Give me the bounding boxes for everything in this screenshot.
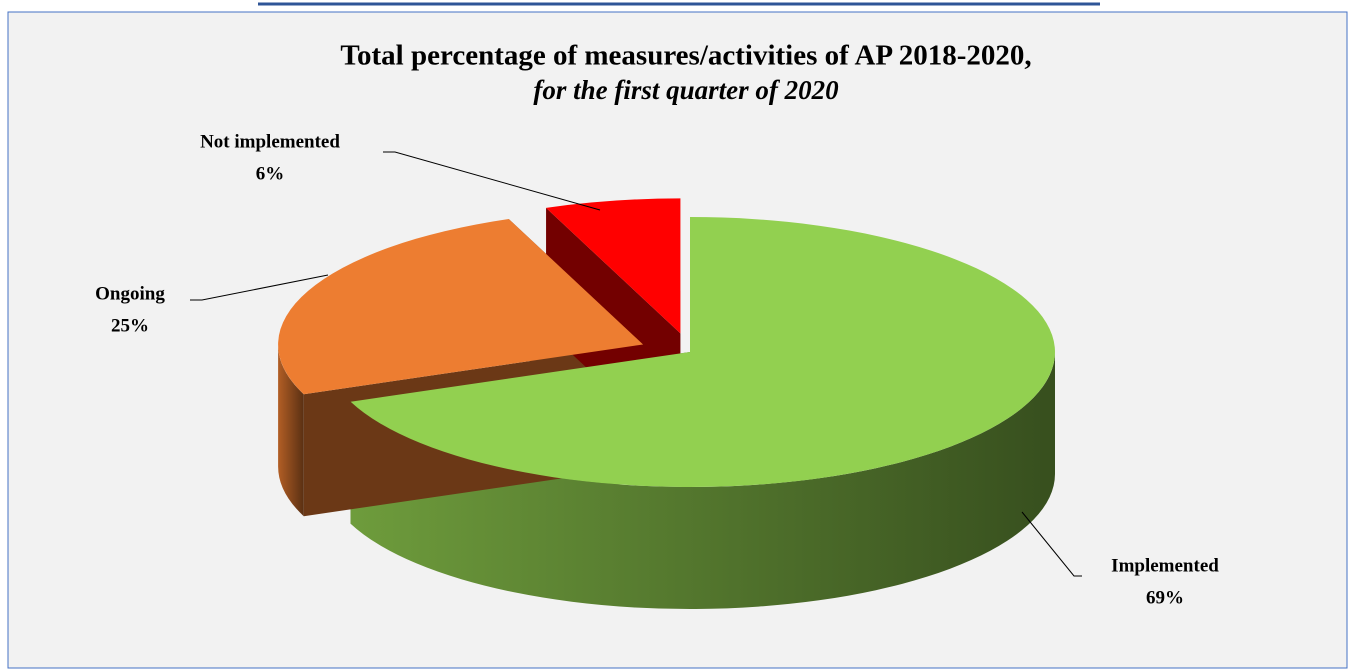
leader-line — [1021, 511, 1082, 577]
leader-line — [190, 274, 329, 301]
category-label: Implemented — [1111, 555, 1219, 576]
slice — [350, 217, 1055, 487]
category-label: Ongoing — [95, 283, 165, 304]
slice — [546, 198, 681, 334]
value-label: 25% — [111, 315, 149, 336]
leader-line — [383, 151, 601, 211]
pie-labels: Implemented 69% Ongoing 25% Not implemented 6… — [95, 131, 1219, 608]
category-label: Not implemented — [200, 131, 340, 152]
chart-subtitle: for the first quarter of 2020 — [533, 75, 839, 105]
value-label: 6% — [256, 163, 285, 184]
slice-outer-wall — [278, 344, 304, 517]
chart-title: Total percentage of measures/activities … — [340, 40, 1031, 72]
slice — [278, 218, 644, 395]
value-label: 69% — [1146, 587, 1184, 608]
pie-tops — [278, 198, 1055, 487]
slice-outer-wall — [350, 352, 1056, 610]
